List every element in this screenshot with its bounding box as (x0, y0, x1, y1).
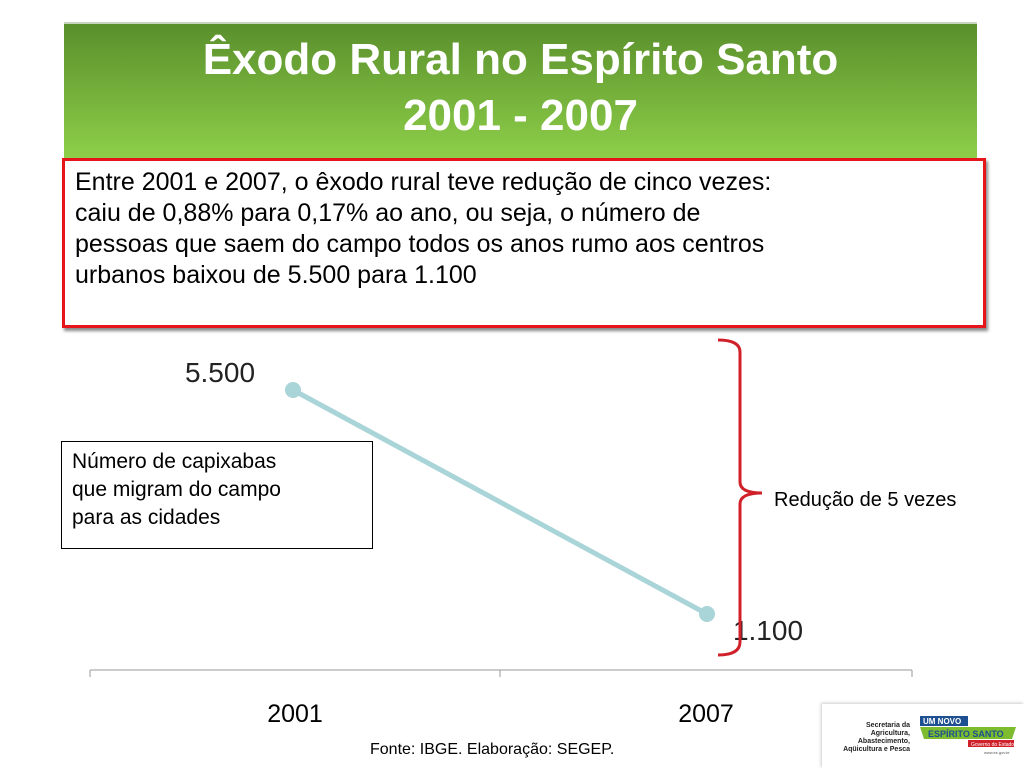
info-line: pessoas que saem do campo todos os anos … (75, 230, 765, 258)
svg-text:ESPÍRITO SANTO: ESPÍRITO SANTO (928, 729, 1004, 739)
label-line: para as cidades (72, 506, 221, 529)
logo-secretaria: Secretaria da Agricultura, Abastecimento… (843, 722, 910, 753)
chart-label-box: Número de capixabas que migram do campo … (61, 441, 373, 549)
data-label: 1.100 (733, 615, 803, 646)
bracket-label: Redução de 5 vezes (774, 489, 957, 511)
x-tick-label: 2007 (678, 700, 734, 728)
label-line: que migram do campo (72, 478, 281, 501)
data-point (699, 606, 715, 622)
info-box: Entre 2001 e 2007, o êxodo rural teve re… (62, 158, 986, 328)
slide-title: Êxodo Rural no Espírito Santo 2001 - 200… (64, 32, 977, 144)
svg-text:Governo do Estado: Governo do Estado (971, 742, 1014, 748)
title-line-2: 2001 - 2007 (403, 91, 638, 140)
svg-text:www.es.gov.br: www.es.gov.br (984, 750, 1010, 755)
info-line: Entre 2001 e 2007, o êxodo rural teve re… (75, 168, 772, 196)
x-tick-label: 2001 (267, 700, 323, 728)
label-line: Número de capixabas (72, 450, 277, 473)
series-line (291, 387, 709, 617)
info-line: caiu de 0,88% para 0,17% ao ano, ou seja… (75, 199, 701, 227)
svg-text:UM NOVO: UM NOVO (923, 717, 961, 726)
data-label: 5.500 (185, 357, 255, 388)
brand-logo: UM NOVO ESPÍRITO SANTO Governo do Estado… (920, 716, 1016, 755)
title-banner: Êxodo Rural no Espírito Santo 2001 - 200… (64, 22, 977, 162)
info-line: urbanos baixou de 5.500 para 1.100 (75, 261, 477, 289)
government-logo: Secretaria da Agricultura, Abastecimento… (822, 704, 1024, 768)
bracket (717, 338, 763, 657)
title-line-1: Êxodo Rural no Espírito Santo (202, 35, 839, 84)
data-point (285, 382, 301, 398)
source-note: Fonte: IBGE. Elaboração: SEGEP. (370, 741, 615, 758)
